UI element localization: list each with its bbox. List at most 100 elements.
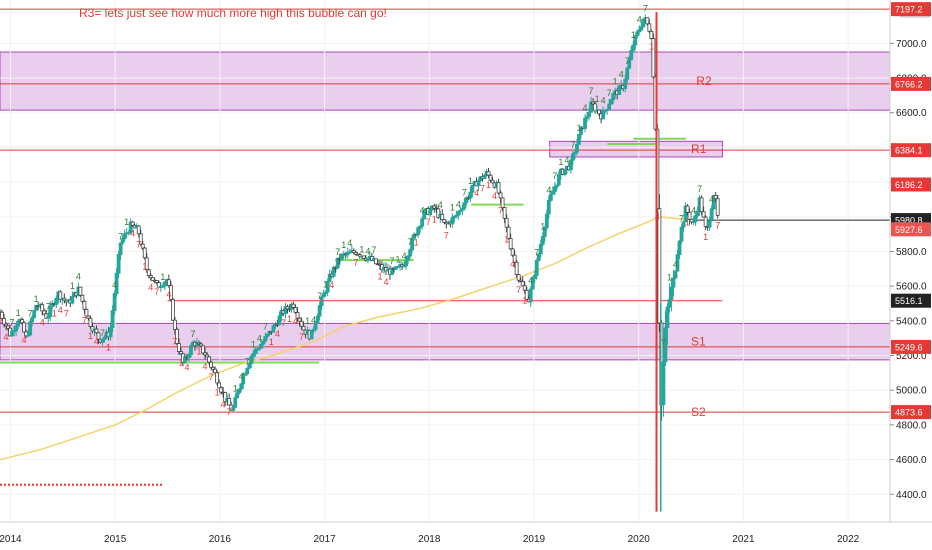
candle[interactable] (277, 311, 282, 326)
candle[interactable] (390, 266, 394, 275)
candle[interactable] (317, 301, 322, 320)
candle[interactable] (114, 268, 119, 297)
candle[interactable] (456, 210, 461, 220)
candle[interactable] (677, 239, 682, 259)
candle[interactable] (603, 109, 608, 115)
candle[interactable] (335, 257, 340, 270)
candle[interactable] (293, 304, 298, 314)
candle[interactable] (207, 356, 211, 365)
candle[interactable] (450, 213, 455, 228)
candle[interactable] (213, 366, 218, 374)
candle[interactable] (88, 315, 93, 329)
candle[interactable] (233, 394, 238, 409)
candle[interactable] (635, 29, 640, 39)
candle[interactable] (309, 329, 314, 340)
candle[interactable] (166, 274, 171, 288)
candle[interactable] (416, 226, 421, 238)
candle[interactable] (110, 305, 115, 333)
candle[interactable] (607, 98, 612, 111)
candle[interactable] (488, 173, 493, 183)
candle[interactable] (374, 258, 378, 265)
candle[interactable] (361, 255, 366, 260)
candle[interactable] (209, 360, 213, 371)
candle[interactable] (532, 270, 537, 284)
candle[interactable] (645, 17, 650, 26)
candle[interactable] (514, 260, 519, 278)
candle[interactable] (40, 302, 45, 316)
candle[interactable] (142, 247, 147, 260)
candle[interactable] (80, 294, 85, 304)
candle[interactable] (663, 311, 668, 367)
candle[interactable] (651, 33, 656, 79)
candle[interactable] (28, 319, 33, 337)
candle[interactable] (199, 342, 203, 348)
candle[interactable] (687, 208, 692, 225)
candle[interactable] (179, 347, 183, 356)
candle[interactable] (291, 301, 296, 310)
candle[interactable] (627, 55, 632, 69)
candle[interactable] (699, 195, 704, 216)
candle[interactable] (108, 322, 113, 341)
candle[interactable] (241, 372, 246, 390)
candle[interactable] (20, 317, 25, 325)
candle[interactable] (468, 187, 473, 202)
candle[interactable] (58, 289, 63, 303)
candle[interactable] (528, 286, 533, 308)
candle[interactable] (175, 327, 179, 346)
candle[interactable] (197, 340, 201, 345)
candle[interactable] (522, 281, 527, 294)
candle[interactable] (542, 226, 547, 242)
candle[interactable] (629, 46, 634, 61)
candle[interactable] (62, 293, 67, 304)
candle[interactable] (464, 196, 469, 206)
candle[interactable] (579, 125, 583, 139)
candle[interactable] (496, 178, 501, 195)
candle[interactable] (136, 224, 141, 238)
candle[interactable] (707, 216, 712, 232)
candle[interactable] (2, 313, 6, 328)
candle[interactable] (116, 251, 121, 278)
candle[interactable] (22, 321, 27, 333)
candle[interactable] (211, 366, 215, 373)
candle[interactable] (554, 184, 559, 191)
candle[interactable] (418, 224, 423, 233)
candle[interactable] (436, 204, 441, 219)
candle[interactable] (130, 221, 135, 227)
candle[interactable] (506, 224, 511, 240)
candle[interactable] (219, 386, 224, 395)
candle[interactable] (587, 107, 591, 121)
candle[interactable] (601, 106, 606, 120)
candle[interactable] (4, 322, 8, 331)
candle[interactable] (639, 21, 644, 32)
candle[interactable] (524, 286, 529, 301)
candle[interactable] (6, 325, 10, 331)
candle[interactable] (476, 179, 481, 192)
candle[interactable] (12, 325, 16, 337)
candle[interactable] (156, 280, 161, 288)
candle[interactable] (170, 298, 175, 321)
candle[interactable] (512, 250, 517, 268)
time-axis[interactable]: 2014 2015 2016 2017 2018 2019 2020 2021 2022 (0, 521, 932, 550)
candle[interactable] (315, 313, 320, 324)
candle[interactable] (671, 269, 676, 296)
candle[interactable] (82, 299, 87, 314)
candle[interactable] (410, 235, 415, 253)
candle[interactable] (428, 206, 433, 217)
candle[interactable] (70, 291, 75, 305)
candle[interactable] (577, 134, 581, 145)
candle[interactable] (365, 257, 370, 264)
candle[interactable] (285, 304, 290, 314)
candle[interactable] (247, 361, 252, 369)
candle[interactable] (715, 195, 720, 219)
candle[interactable] (0, 309, 4, 322)
candle[interactable] (404, 255, 408, 270)
candle[interactable] (84, 308, 89, 317)
candle[interactable] (271, 324, 276, 333)
candle[interactable] (168, 281, 173, 302)
candle[interactable] (144, 252, 149, 273)
candle[interactable] (257, 344, 262, 352)
candle[interactable] (239, 382, 244, 392)
candle[interactable] (573, 149, 577, 160)
candle[interactable] (550, 186, 555, 195)
